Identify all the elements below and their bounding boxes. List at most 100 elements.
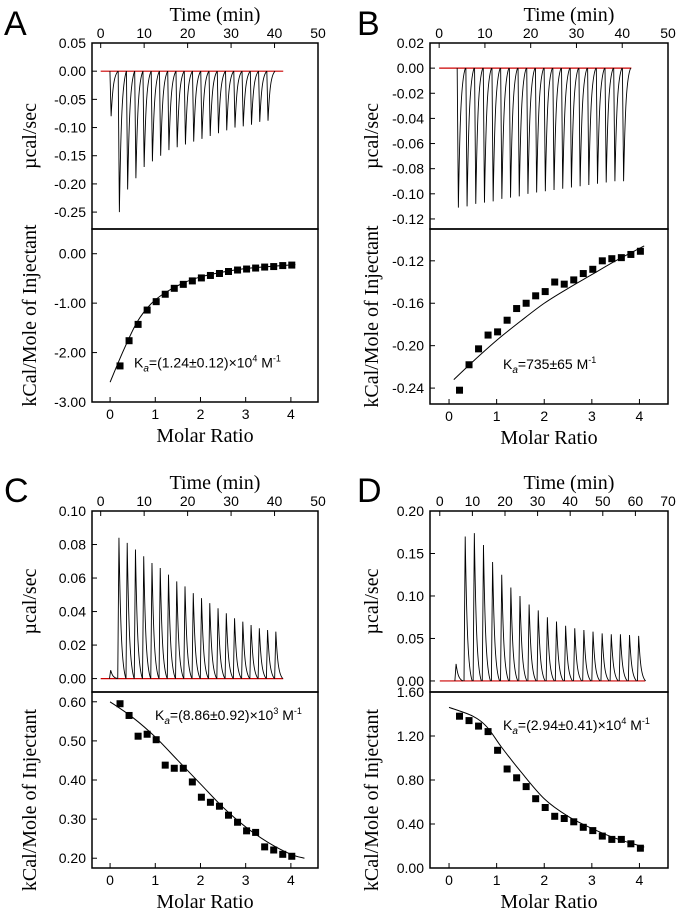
injection-peak [543,67,553,192]
injection-peak [175,581,185,679]
fit-curve [109,701,305,859]
heat-tick-label: 0.60 [59,694,86,710]
data-point [234,818,242,826]
injection-peak [545,617,555,682]
power-tick-label: 0.20 [397,503,424,519]
ratio-tick-label: 2 [540,872,548,888]
time-tick-label: 10 [477,25,493,41]
data-point [215,802,223,810]
injection-peak [117,71,127,213]
ka-value: =(2.94±0.41)×10 [518,717,622,733]
injection-peak [208,70,218,137]
time-tick-label: 50 [660,25,676,41]
power-tick-label: -0.06 [392,136,424,152]
data-point [494,328,502,336]
data-point [125,337,133,345]
data-point [598,257,606,265]
ka-exponent: 4 [252,353,257,363]
ka-exponent: 4 [621,716,626,726]
data-point [608,255,616,263]
data-point [598,832,606,840]
binding-isotherm: 0 1 2 3 4 Molar Ratio 1.60 1.20 0.80 0.40 0.00 kCal… [361,684,669,913]
injection-peak [517,67,527,197]
data-point [125,711,133,719]
time-tick-label: 10 [136,493,152,509]
binding-isotherm: 0 1 2 3 4 Molar Ratio 0.00 -1.00 -2.00 -3.00 kCal/… [19,224,319,447]
injection-peak [109,670,118,680]
data-point [570,818,578,826]
data-point [579,823,587,831]
time-tick-label: 10 [465,493,481,509]
heat-tick-label: 1.60 [397,684,424,700]
time-tick-label: 30 [569,25,585,41]
time-axis-title: Time (min) [170,4,261,26]
injection-peak [208,603,218,679]
ka-subscript: a [512,365,518,376]
data-point [484,728,492,736]
injection-peak [578,67,588,187]
power-tick-label: 0.05 [397,630,424,646]
injection-peak [166,574,176,679]
ratio-tick-label: 0 [445,408,453,424]
time-tick-label: 60 [628,493,644,509]
injection-peak [142,556,152,679]
injection-peak [465,67,475,207]
time-tick-label: 30 [530,493,546,509]
injection-peak [241,70,251,127]
power-tick-label: -0.05 [54,91,86,107]
data-point [636,247,644,255]
heat-axis-title: kCal/Mole of Injectant [19,708,41,891]
power-tick-label: 0.05 [59,35,86,51]
injection-peak [225,70,235,131]
power-tick-label: 0.02 [397,35,424,51]
injection-peak [134,70,144,179]
ka-annotation: Ka=(1.24±0.12)×104 M-1 [134,353,281,374]
panel-label: B [357,5,380,43]
injection-peak [258,70,268,122]
heat-tick-label: 0.00 [59,246,86,262]
power-tick-label: 0.02 [59,637,86,653]
data-point [513,305,521,313]
data-point [261,843,269,851]
data-point [215,269,223,277]
data-point [494,746,502,754]
power-axis-title: µcal/sec [19,103,41,169]
injection-peak [183,70,193,145]
injection-peak [233,70,243,128]
power-axis-title: µcal/sec [361,568,383,634]
injection-peak [552,67,562,191]
data-point [503,316,511,324]
time-tick-label: 30 [223,493,239,509]
power-axis-title: µcal/sec [19,568,41,634]
ratio-tick-label: 1 [151,872,159,888]
data-point [579,270,587,278]
injection-peak [117,537,127,679]
injection-peak [175,70,185,148]
thermogram: 0 10 20 30 40 50 Time (min) 0.10 0.08 0.06 0.04 0.0… [19,472,326,693]
data-point [475,345,483,353]
data-point [279,850,287,858]
data-point [197,793,205,801]
data-point [179,280,187,288]
injection-peak [125,71,136,190]
ratio-tick-label: 4 [636,408,644,424]
injection-peak [569,67,579,188]
power-tick-label: 0.08 [59,537,86,553]
thermogram-frame [429,510,669,693]
data-point [252,264,260,272]
heat-tick-label: 0.50 [59,733,86,749]
data-point [143,730,151,738]
ratio-tick-label: 4 [636,872,644,888]
heat-tick-label: -0.16 [392,295,424,311]
data-point [152,298,160,306]
ka-unit: M [626,717,642,733]
injection-peak [266,70,276,121]
ratio-tick-label: 1 [493,408,501,424]
ratio-tick-label: 3 [588,408,596,424]
time-tick-label: 0 [436,493,444,509]
data-point [636,844,644,852]
